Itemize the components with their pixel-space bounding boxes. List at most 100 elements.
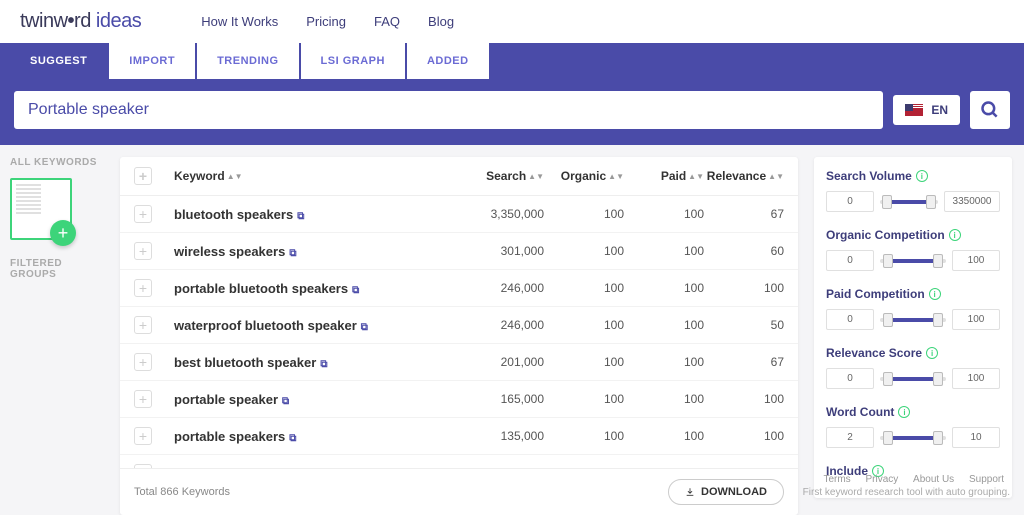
table-row: +portable bluetooth speakers⧉246,0001001… <box>120 270 798 307</box>
download-button[interactable]: DOWNLOAD <box>668 479 784 505</box>
info-icon[interactable]: i <box>916 170 928 182</box>
search-cell: 135,000 <box>454 429 544 443</box>
nav-how-it-works[interactable]: How It Works <box>201 14 278 29</box>
add-keyword-button[interactable]: + <box>134 390 152 408</box>
relevance-cell: 100 <box>704 429 784 443</box>
table-row: +wireless speakers⧉301,00010010060 <box>120 233 798 270</box>
external-link-icon[interactable]: ⧉ <box>289 433 296 444</box>
tab-suggest[interactable]: SUGGEST <box>10 43 107 79</box>
col-organic[interactable]: Organic▲▼ <box>544 169 624 183</box>
relevance-cell: 100 <box>704 281 784 295</box>
add-keyword-button[interactable]: + <box>134 427 152 445</box>
footer-support[interactable]: Support <box>969 474 1004 485</box>
keyword-cell: portable speakers⧉ <box>164 429 454 444</box>
table-row: +waterproof bluetooth speaker⧉246,000100… <box>120 307 798 344</box>
search-input[interactable] <box>14 91 883 129</box>
keyword-cell: portable speaker⧉ <box>164 392 454 407</box>
external-link-icon[interactable]: ⧉ <box>282 396 289 407</box>
word-count-slider[interactable] <box>880 429 946 447</box>
organic-cell: 100 <box>544 355 624 369</box>
search-cell: 201,000 <box>454 355 544 369</box>
nav-pricing[interactable]: Pricing <box>306 14 346 29</box>
filter-relevance-label: Relevance Score <box>826 346 922 360</box>
top-nav: How It Works Pricing FAQ Blog <box>201 14 454 29</box>
tab-import[interactable]: IMPORT <box>109 43 195 79</box>
info-icon[interactable]: i <box>898 406 910 418</box>
info-icon[interactable]: i <box>929 288 941 300</box>
organic-cell: 100 <box>544 281 624 295</box>
organic-slider[interactable] <box>880 252 946 270</box>
nav-faq[interactable]: FAQ <box>374 14 400 29</box>
filter-paid-label: Paid Competition <box>826 287 925 301</box>
external-link-icon[interactable]: ⧉ <box>289 248 296 259</box>
search-volume-max[interactable]: 3350000 <box>944 191 1000 212</box>
tab-trending[interactable]: TRENDING <box>197 43 298 79</box>
add-all-button[interactable]: + <box>134 167 152 185</box>
add-keyword-button[interactable]: + <box>134 205 152 223</box>
footer-about[interactable]: About Us <box>913 474 954 485</box>
search-icon <box>980 100 1000 120</box>
col-paid[interactable]: Paid▲▼ <box>624 169 704 183</box>
search-cell: 3,350,000 <box>454 207 544 221</box>
organic-cell: 100 <box>544 429 624 443</box>
organic-cell: 100 <box>544 207 624 221</box>
relevance-cell: 50 <box>704 318 784 332</box>
col-keyword[interactable]: Keyword▲▼ <box>164 169 454 183</box>
table-row: +portable speaker⧉165,000100100100 <box>120 381 798 418</box>
word-count-max[interactable]: 10 <box>952 427 1000 448</box>
organic-cell: 100 <box>544 318 624 332</box>
relevance-slider[interactable] <box>880 370 946 388</box>
word-count-min[interactable]: 2 <box>826 427 874 448</box>
download-icon <box>685 487 695 497</box>
table-row: +portable speakers⧉135,000100100100 <box>120 418 798 455</box>
tab-lsi-graph[interactable]: LSI GRAPH <box>301 43 405 79</box>
keyword-cell: waterproof bluetooth speaker⧉ <box>164 318 454 333</box>
search-cell: 301,000 <box>454 244 544 258</box>
keyword-cell: wireless speakers⧉ <box>164 244 454 259</box>
external-link-icon[interactable]: ⧉ <box>352 285 359 296</box>
add-group-button[interactable]: + <box>50 220 76 246</box>
col-search[interactable]: Search▲▼ <box>454 169 544 183</box>
search-cell: 246,000 <box>454 281 544 295</box>
search-volume-min[interactable]: 0 <box>826 191 874 212</box>
table-header: + Keyword▲▼ Search▲▼ Organic▲▼ Paid▲▼ Re… <box>120 157 798 196</box>
filter-search-volume-label: Search Volume <box>826 169 912 183</box>
add-keyword-button[interactable]: + <box>134 316 152 334</box>
relevance-cell: 67 <box>704 207 784 221</box>
tab-added[interactable]: ADDED <box>407 43 489 79</box>
paid-slider[interactable] <box>880 311 946 329</box>
filter-word-count-label: Word Count <box>826 405 894 419</box>
paid-cell: 100 <box>624 392 704 406</box>
relevance-max[interactable]: 100 <box>952 368 1000 389</box>
organic-min[interactable]: 0 <box>826 250 874 271</box>
organic-cell: 100 <box>544 392 624 406</box>
paid-cell: 100 <box>624 281 704 295</box>
flag-icon <box>905 104 923 116</box>
logo[interactable]: twinw•rd ideas <box>20 10 141 33</box>
add-keyword-button[interactable]: + <box>134 242 152 260</box>
add-keyword-button[interactable]: + <box>134 353 152 371</box>
nav-blog[interactable]: Blog <box>428 14 454 29</box>
paid-cell: 100 <box>624 429 704 443</box>
info-icon[interactable]: i <box>949 229 961 241</box>
paid-cell: 100 <box>624 207 704 221</box>
search-button[interactable] <box>970 91 1010 129</box>
footer-terms[interactable]: Terms <box>823 474 850 485</box>
paid-max[interactable]: 100 <box>952 309 1000 330</box>
add-keyword-button[interactable]: + <box>134 279 152 297</box>
search-volume-slider[interactable] <box>880 193 938 211</box>
keyword-cell: best bluetooth speaker⧉ <box>164 355 454 370</box>
footer-privacy[interactable]: Privacy <box>865 474 898 485</box>
locale-selector[interactable]: EN <box>893 95 960 125</box>
organic-cell: 100 <box>544 244 624 258</box>
relevance-min[interactable]: 0 <box>826 368 874 389</box>
paid-cell: 100 <box>624 355 704 369</box>
external-link-icon[interactable]: ⧉ <box>320 359 327 370</box>
external-link-icon[interactable]: ⧉ <box>297 211 304 222</box>
total-count: Total 866 Keywords <box>134 486 230 498</box>
info-icon[interactable]: i <box>926 347 938 359</box>
col-relevance[interactable]: Relevance▲▼ <box>704 169 784 183</box>
paid-min[interactable]: 0 <box>826 309 874 330</box>
external-link-icon[interactable]: ⧉ <box>361 322 368 333</box>
organic-max[interactable]: 100 <box>952 250 1000 271</box>
